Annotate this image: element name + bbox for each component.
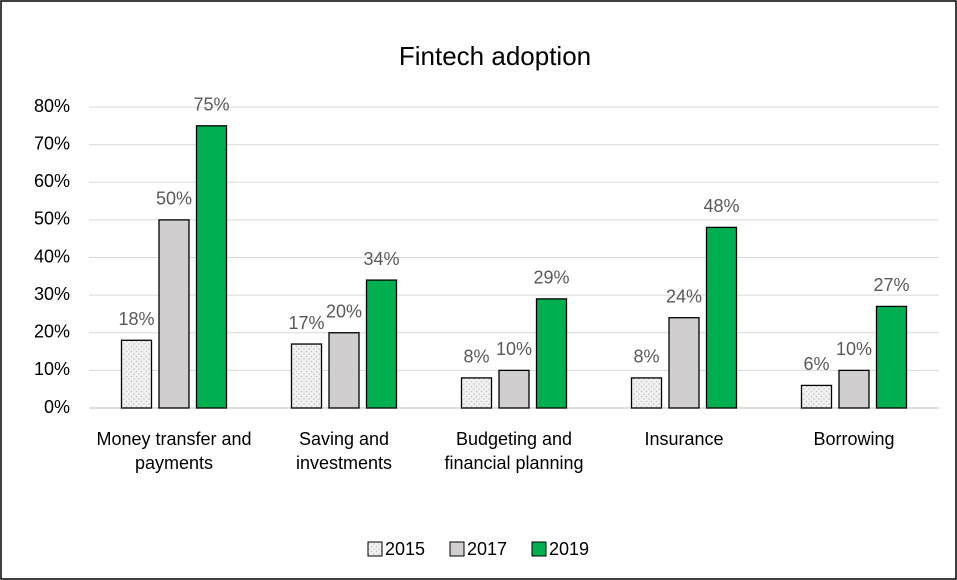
- legend-swatch: [531, 541, 547, 557]
- y-tick-label: 10%: [34, 359, 70, 379]
- data-label: 10%: [836, 339, 872, 359]
- y-tick-label: 50%: [34, 209, 70, 229]
- bar: [195, 125, 228, 409]
- bar: [120, 339, 153, 409]
- x-tick-label: Money transfer and payments: [96, 429, 252, 473]
- legend-swatch: [367, 541, 383, 557]
- data-label: 34%: [363, 249, 399, 269]
- x-tick-label: Insurance: [644, 429, 724, 449]
- legend-label: 2015: [385, 539, 425, 559]
- bar: [498, 369, 530, 409]
- bar: [158, 219, 190, 409]
- bar: [705, 226, 738, 409]
- bar: [668, 317, 700, 409]
- data-label: 10%: [496, 339, 532, 359]
- x-tick-label: Borrowing: [813, 429, 895, 449]
- y-tick-label: 70%: [34, 133, 70, 153]
- bar: [875, 305, 908, 409]
- bar: [630, 377, 663, 409]
- bar: [365, 279, 398, 409]
- y-tick-label: 60%: [34, 171, 70, 191]
- y-tick-label: 40%: [34, 246, 70, 266]
- data-label: 8%: [633, 347, 659, 367]
- bar: [290, 343, 323, 409]
- legend-label: 2019: [549, 539, 589, 559]
- y-tick-label: 80%: [34, 96, 70, 116]
- bar: [838, 369, 870, 409]
- bar: [800, 384, 833, 409]
- data-label: 29%: [533, 268, 569, 288]
- legend-swatch: [449, 541, 465, 557]
- y-tick-label: 20%: [34, 322, 70, 342]
- bar: [328, 332, 360, 409]
- data-label: 27%: [873, 275, 909, 295]
- data-label: 48%: [703, 196, 739, 216]
- data-label: 6%: [803, 354, 829, 374]
- x-tick-label: Budgeting and financial planning: [444, 429, 584, 473]
- legend-label: 2017: [467, 539, 507, 559]
- data-label: 20%: [326, 302, 362, 322]
- y-tick-label: 30%: [34, 284, 70, 304]
- data-label: 24%: [666, 286, 702, 306]
- bar: [535, 298, 568, 409]
- data-label: 8%: [463, 347, 489, 367]
- data-label: 50%: [156, 189, 192, 209]
- data-label: 75%: [193, 95, 229, 115]
- x-tick-label: Saving and investments: [295, 429, 393, 473]
- bar: [460, 377, 493, 409]
- data-label: 17%: [288, 313, 324, 333]
- chart-title: Fintech adoption: [399, 41, 591, 71]
- y-tick-label: 0%: [44, 397, 70, 417]
- data-label: 18%: [118, 309, 154, 329]
